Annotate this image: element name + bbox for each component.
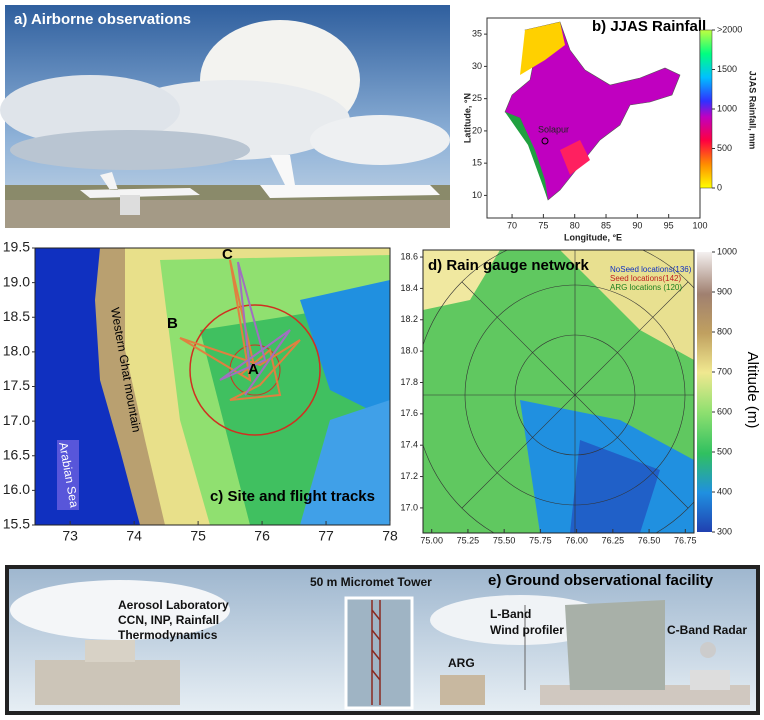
x-tick-label: 75.00	[420, 535, 443, 545]
legend-entry: NoSeed locations(136)	[610, 265, 692, 274]
x-tick-label: 75	[190, 528, 206, 544]
map-dry	[520, 22, 565, 75]
y-tick-label: 15	[472, 158, 482, 168]
site-point: B	[167, 315, 178, 332]
y-tick-label: 16.5	[3, 446, 30, 462]
y-tick-label: 17.2	[400, 471, 418, 481]
x-tick-label: 100	[692, 220, 707, 230]
y-tick-label: 600	[717, 406, 732, 416]
y-tick-label: 19.5	[3, 239, 30, 255]
colorbar	[697, 252, 712, 532]
terrain-map	[423, 250, 694, 533]
site-point: C	[222, 246, 233, 263]
site-label: Solapur	[538, 124, 569, 134]
x-tick-label: 76.25	[602, 535, 625, 545]
colorbar	[699, 29, 713, 189]
y-tick-label: 1000	[717, 103, 737, 113]
y-tick-label: 17.0	[400, 502, 418, 512]
y-tick-label: >2000	[717, 24, 742, 34]
y-tick-label: 400	[717, 486, 732, 496]
map-frame	[422, 249, 695, 534]
x-tick-label: 76.50	[638, 535, 661, 545]
y-tick-label: 18.0	[3, 343, 30, 359]
y-tick-label: 18.5	[3, 308, 30, 324]
x-tick-label: 76.00	[565, 535, 588, 545]
y-tick-label: 35	[472, 29, 482, 39]
x-tick-label: 95	[664, 220, 674, 230]
y-tick-label: 18.2	[400, 314, 418, 324]
panel-label: b) JJAS Rainfall	[592, 18, 706, 35]
x-tick-label: 75.75	[529, 535, 552, 545]
radar-label: C-Band Radar	[667, 623, 747, 637]
y-tick-label: 17.6	[400, 408, 418, 418]
y-tick-label: 900	[717, 286, 732, 296]
legend-entry: ARG locations (120)	[610, 283, 682, 292]
x-tick-label: 76	[254, 528, 270, 544]
panel-label: c) Site and flight tracks	[210, 488, 375, 505]
x-tick-label: 70	[507, 220, 517, 230]
colorbar-label: Altitude (m)	[744, 352, 761, 429]
site-marker	[541, 137, 549, 145]
arg-label: ARG	[448, 656, 475, 670]
x-tick-label: 80	[570, 220, 580, 230]
terrain-map	[35, 248, 390, 525]
panel-label: d) Rain gauge network	[428, 257, 590, 274]
y-tick-label: 300	[717, 526, 732, 536]
x-tick-label: 90	[632, 220, 642, 230]
y-tick-label: 17.8	[400, 377, 418, 387]
y-axis-label: Latitude, °N	[462, 93, 472, 143]
y-tick-label: 17.5	[3, 377, 30, 393]
y-tick-label: 20	[472, 125, 482, 135]
x-tick-label: 73	[62, 528, 78, 544]
y-tick-label: 17.4	[400, 440, 418, 450]
panel-label: e) Ground observational facility	[488, 572, 714, 589]
y-tick-label: 500	[717, 446, 732, 456]
x-tick-label: 77	[318, 528, 334, 544]
y-tick-label: 25	[472, 93, 482, 103]
x-tick-label: 85	[601, 220, 611, 230]
map-region	[560, 140, 590, 175]
y-tick-label: 1500	[717, 64, 737, 74]
y-tick-label: 1000	[717, 246, 737, 256]
profiler-label: L-Band	[490, 607, 531, 621]
x-tick-label: 75.25	[457, 535, 480, 545]
x-axis-label: Longitude, °E	[564, 232, 622, 242]
y-tick-label: 18.0	[400, 346, 418, 356]
y-tick-label: 500	[717, 143, 732, 153]
y-tick-label: 30	[472, 61, 482, 71]
legend-entry: Seed locations(142)	[610, 274, 681, 283]
y-tick-label: 18.4	[400, 283, 418, 293]
x-tick-label: 76.75	[674, 535, 697, 545]
y-tick-label: 800	[717, 326, 732, 336]
lab-label: Thermodynamics	[118, 628, 218, 642]
tower-label: 50 m Micromet Tower	[310, 575, 432, 589]
y-tick-label: 19.0	[3, 273, 30, 289]
x-tick-label: 75.50	[493, 535, 516, 545]
site-point: A	[248, 361, 259, 378]
x-tick-label: 75	[538, 220, 548, 230]
y-tick-label: 18.6	[400, 251, 418, 261]
lab-label: Aerosol Laboratory	[118, 598, 229, 612]
lab-label: CCN, INP, Rainfall	[118, 613, 219, 627]
y-tick-label: 15.5	[3, 516, 30, 532]
india-map	[504, 21, 681, 201]
y-tick-label: 700	[717, 366, 732, 376]
y-tick-label: 10	[472, 190, 482, 200]
y-tick-label: 17.0	[3, 412, 30, 428]
colorbar-label: JJAS Rainfall, mm	[748, 71, 758, 150]
y-tick-label: 0	[717, 182, 722, 192]
photo-airborne	[0, 5, 450, 228]
photo-ground	[5, 565, 760, 715]
x-tick-label: 78	[382, 528, 398, 544]
profiler-label: Wind profiler	[490, 623, 564, 637]
x-tick-label: 74	[126, 528, 142, 544]
y-tick-label: 16.0	[3, 481, 30, 497]
panel-label: a) Airborne observations	[14, 11, 191, 28]
